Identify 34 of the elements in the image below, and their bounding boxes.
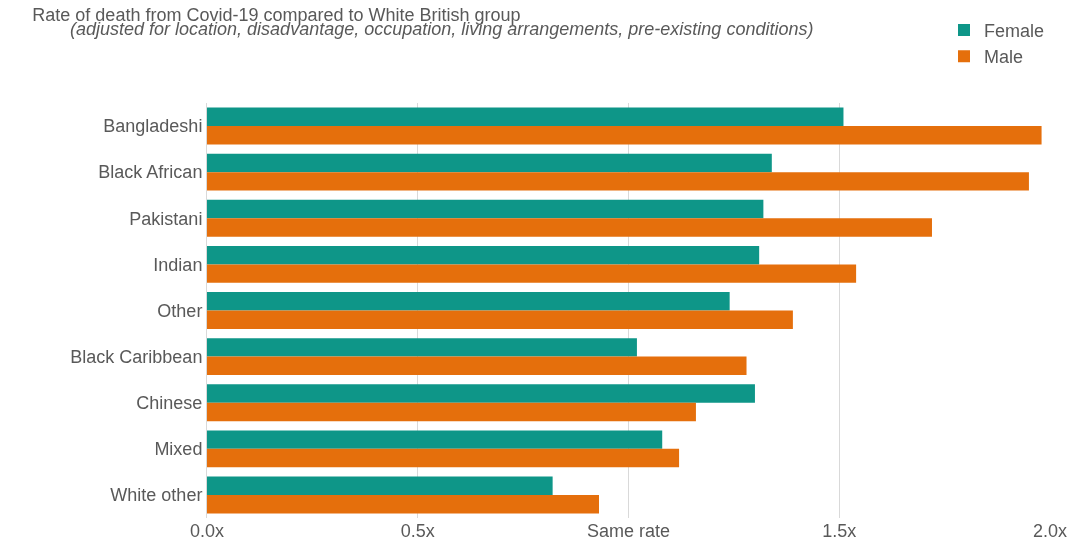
y-tick-label: Other: [157, 300, 203, 321]
bar: [207, 292, 730, 311]
bar: [207, 264, 857, 283]
bar: [207, 107, 844, 127]
x-tick-label: 0.0x: [189, 521, 225, 541]
x-tick-label: Same rate: [586, 521, 671, 541]
y-tick-label: Black African: [98, 162, 203, 183]
x-tick-label: 0.5x: [400, 521, 435, 541]
y-tick-label: Black Caribbean: [70, 346, 203, 367]
bar: [207, 494, 599, 514]
bar: [207, 172, 1029, 191]
bar: [207, 126, 1042, 145]
y-tick-label: Mixed: [154, 439, 203, 460]
bar: [207, 402, 696, 422]
y-tick-label: Pakistani: [129, 208, 203, 229]
bar: [207, 476, 553, 495]
bar: [207, 384, 755, 403]
bar: [207, 245, 760, 265]
y-tick-label: White other: [110, 485, 203, 506]
legend-label: Female: [984, 20, 1045, 41]
y-tick-label: Indian: [153, 254, 203, 275]
legend-label: Male: [984, 47, 1024, 68]
bar: [207, 448, 680, 468]
bar: [207, 356, 747, 376]
bar: [207, 153, 772, 173]
bar: [207, 218, 932, 237]
bar: [207, 199, 764, 219]
bar: [207, 310, 793, 329]
x-tick-label: 1.5x: [822, 521, 857, 541]
bar: [207, 430, 663, 449]
bar: [207, 338, 637, 357]
y-tick-label: Chinese: [136, 393, 203, 414]
x-tick-label: 2.0x: [1032, 521, 1068, 541]
y-tick-label: Bangladeshi: [103, 116, 203, 137]
